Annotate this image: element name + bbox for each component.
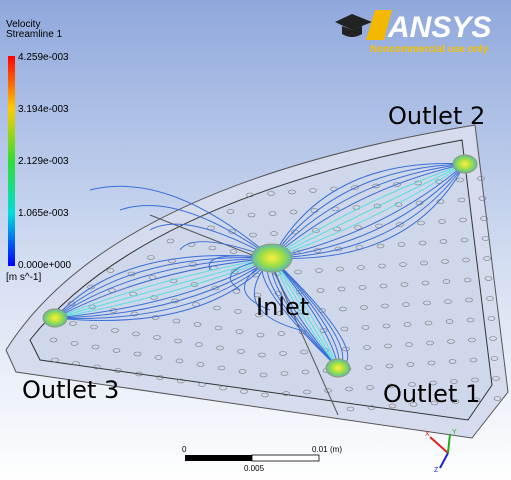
outlet-label: Outlet 3 <box>22 376 119 404</box>
outlet-port <box>326 359 350 377</box>
color-bar <box>8 56 15 266</box>
viewport: Velocity Streamline 1 4.259e-003 3.194e-… <box>0 0 511 480</box>
legend-label: 0.000e+000 <box>18 260 72 271</box>
legend-label: 1.065e-003 <box>18 208 69 219</box>
legend-unit: [m s^-1] <box>6 272 41 283</box>
triad-label: Y <box>452 429 457 436</box>
scale-segment <box>185 455 252 461</box>
outlet-port <box>43 309 67 327</box>
legend-label: 3.194e-003 <box>18 104 69 115</box>
scale-label: 0 <box>182 445 187 454</box>
scale-segment <box>252 455 319 461</box>
scale-unit: (m) <box>330 445 342 454</box>
scale-label: 0.01 <box>312 445 328 454</box>
legend-label: 2.129e-003 <box>18 156 69 167</box>
triad-label: X <box>425 431 430 438</box>
scale-label: 0.005 <box>244 464 265 473</box>
legend-label: 4.259e-003 <box>18 52 69 63</box>
logo-text: ANSYS <box>387 11 491 44</box>
outlet-label: Outlet 1 <box>383 380 480 408</box>
outlet-label: Outlet 2 <box>388 102 485 130</box>
logo-note: Noncommercial use only <box>370 44 489 55</box>
outlet-port <box>453 155 477 173</box>
legend-subtitle: Streamline 1 <box>6 29 63 40</box>
triad-label: Z <box>434 467 439 474</box>
inlet-port <box>252 244 292 272</box>
inlet-label: Inlet <box>256 293 309 321</box>
